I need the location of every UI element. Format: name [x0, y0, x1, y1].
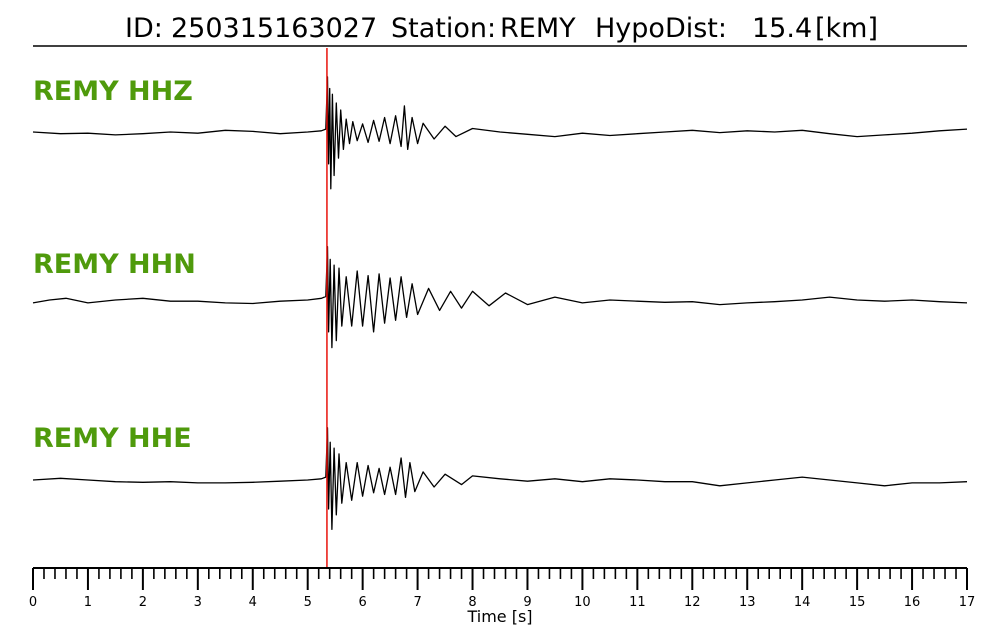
x-axis-label: Time [s] [466, 607, 532, 626]
trace-waveform-1 [32, 245, 968, 349]
x-tick-label: 8 [468, 595, 476, 610]
x-tick-label: 14 [794, 595, 811, 610]
title-id-value: 250315163027 [171, 13, 377, 44]
trace-label-0: REMY HHZ [33, 76, 193, 107]
x-tick-label: 9 [523, 595, 531, 610]
x-tick-label: 7 [413, 595, 421, 610]
title-hypodist-value: 15.4 [752, 13, 812, 44]
x-tick-label: 10 [574, 595, 591, 610]
x-tick-label: 0 [29, 595, 37, 610]
x-tick-label: 17 [959, 595, 976, 610]
x-tick-label: 16 [904, 595, 921, 610]
x-tick-label: 6 [359, 595, 367, 610]
x-tick-label: 5 [304, 595, 312, 610]
x-tick-label: 1 [84, 595, 92, 610]
title-hypodist-unit: [km] [815, 13, 878, 44]
title-id-label: ID: [125, 13, 163, 44]
trace-label-2: REMY HHE [33, 423, 192, 454]
trace-waveform-0 [32, 76, 968, 190]
x-tick-label: 4 [249, 595, 257, 610]
trace-waveform-2 [32, 427, 968, 530]
title-station-label: Station: [391, 13, 496, 44]
x-axis-ticks: 0 1 2 3 4 5 6 7 8 9 10 11 12 13 14 15 16 17 [29, 568, 975, 610]
x-tick-label: 3 [194, 595, 202, 610]
x-tick-label: 12 [684, 595, 701, 610]
title-station-value: REMY [500, 13, 576, 44]
x-tick-label: 2 [139, 595, 147, 610]
trace-label-1: REMY HHN [33, 249, 196, 280]
x-tick-label: 15 [849, 595, 866, 610]
x-tick-label: 11 [629, 595, 646, 610]
title-hypodist-label: HypoDist: [595, 13, 727, 44]
x-tick-label: 13 [739, 595, 756, 610]
